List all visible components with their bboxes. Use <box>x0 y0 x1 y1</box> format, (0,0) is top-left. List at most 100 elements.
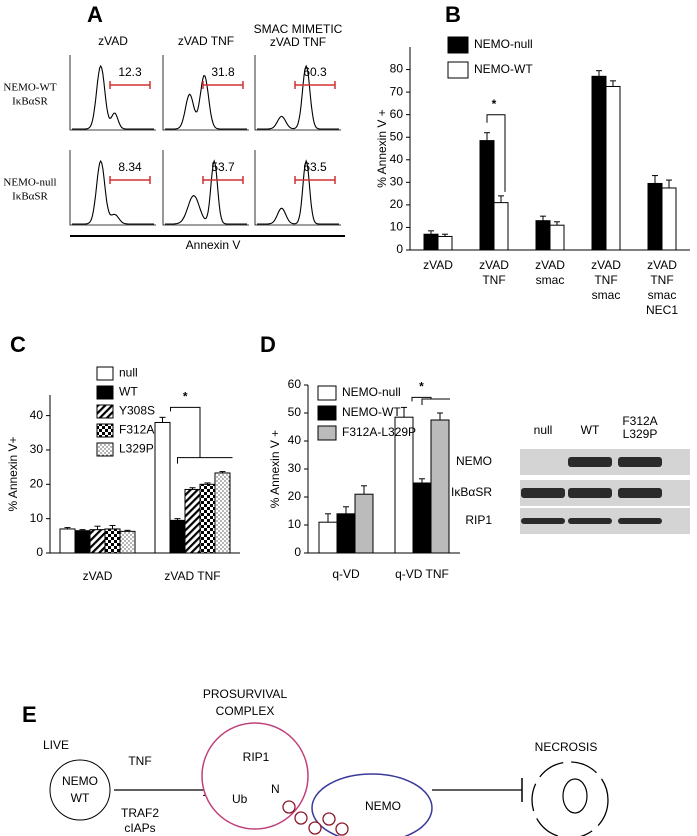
gate-value: 31.8 <box>211 65 235 79</box>
panel-e: E LIVE NEMO WT TNF TRAF2 cIAPs PROSURVIV… <box>22 687 609 836</box>
ub-label: Ub <box>232 792 248 806</box>
bar <box>59 528 76 554</box>
row-label: IκBαSR <box>12 96 48 108</box>
histogram-axes <box>69 150 156 226</box>
legend-label: NEMO-WT <box>474 62 533 76</box>
bar <box>89 529 106 554</box>
bracket <box>486 114 506 192</box>
blot-row-label: NEMO <box>456 454 492 468</box>
bracket <box>177 457 233 464</box>
annotation: * <box>419 380 424 394</box>
x-tick-label: zVAD <box>647 258 677 272</box>
bar <box>661 187 677 251</box>
histogram-axes <box>162 55 249 131</box>
bar <box>423 233 439 251</box>
panel-label: B <box>445 2 461 27</box>
annotation: * <box>183 389 188 403</box>
bar <box>74 530 91 554</box>
histogram <box>165 74 247 130</box>
legend-swatch <box>96 366 114 381</box>
nemo-wt-cell <box>49 759 111 821</box>
y-tick-label: 60 <box>288 377 302 391</box>
legend-swatch <box>96 404 114 419</box>
legend-label: NEMO-WT <box>342 405 401 419</box>
bar <box>318 521 338 554</box>
histogram-axes <box>69 55 156 131</box>
gate-value: 8.34 <box>118 160 142 174</box>
bar <box>336 513 356 554</box>
necrosis-label: NECROSIS <box>535 740 598 754</box>
y-tick-label: 60 <box>390 107 404 121</box>
panel-label: C <box>10 332 26 357</box>
bar <box>430 419 450 554</box>
y-axis-label: % Annexin V+ <box>6 436 20 511</box>
legend-label: L329P <box>119 442 154 456</box>
y-tick-label: 30 <box>30 442 44 456</box>
legend-label: NEMO-null <box>342 385 401 399</box>
rip1-complex <box>201 722 309 830</box>
rip1-label: RIP1 <box>243 750 270 764</box>
histogram <box>257 64 339 130</box>
bracket <box>170 406 201 458</box>
complex-label: PROSURVIVAL <box>203 687 288 701</box>
legend-swatch <box>447 36 469 54</box>
x-tick-label: TNF <box>482 273 505 287</box>
x-tick-label: zVAD <box>535 258 565 272</box>
bar <box>605 85 621 251</box>
x-tick-label: smac <box>536 273 565 287</box>
bar <box>412 482 432 554</box>
band <box>568 488 612 498</box>
bar <box>169 519 186 554</box>
bar <box>437 235 453 251</box>
x-tick-label: zVAD <box>591 258 621 272</box>
x-tick-label: smac <box>592 288 621 302</box>
bar <box>493 202 509 251</box>
lane-label: F312A <box>622 414 657 428</box>
y-tick-label: 10 <box>390 220 404 234</box>
histogram-axes <box>254 55 341 131</box>
lane-label: null <box>534 423 553 437</box>
lane-label: L329P <box>623 427 658 441</box>
bar <box>184 488 201 554</box>
band <box>568 518 612 524</box>
column-header: zVAD <box>98 34 128 48</box>
bar <box>104 528 121 554</box>
y-axis-label: % Annexin V + <box>375 109 389 187</box>
y-tick-label: 40 <box>30 408 44 422</box>
bar <box>154 421 171 554</box>
panel-label: D <box>260 332 276 357</box>
x-tick-label: TNF <box>650 273 673 287</box>
gate-value: 12.3 <box>118 65 142 79</box>
x-tick-label: zVAD <box>479 258 509 272</box>
histogram-axes <box>254 150 341 226</box>
complex-label: COMPLEX <box>216 704 275 718</box>
y-tick-label: 0 <box>294 545 301 559</box>
panel-label: E <box>22 702 37 727</box>
y-tick-label: 0 <box>396 242 403 256</box>
x-tick-label: q-VD TNF <box>395 567 449 581</box>
legend-swatch <box>96 385 114 400</box>
y-tick-label: 30 <box>390 175 404 189</box>
legend-label: F312A <box>119 423 154 437</box>
row-label: IκBαSR <box>12 191 48 203</box>
y-tick-label: 20 <box>288 489 302 503</box>
legend-swatch <box>317 385 337 401</box>
band <box>568 457 612 467</box>
bar <box>214 472 231 554</box>
nemo-label: NEMO <box>365 799 401 813</box>
band <box>618 457 662 467</box>
legend-swatch <box>447 61 469 79</box>
band <box>521 488 565 498</box>
x-tick-label: TNF <box>594 273 617 287</box>
gate-value: 53.7 <box>211 160 235 174</box>
bar <box>549 224 565 251</box>
histogram <box>165 159 247 225</box>
y-tick-label: 50 <box>288 405 302 419</box>
x-tick-label: q-VD <box>332 567 360 581</box>
nemo-wt-label: WT <box>71 791 90 805</box>
y-tick-label: 20 <box>30 476 44 490</box>
gate-value: 60.3 <box>303 65 327 79</box>
bar <box>647 182 663 251</box>
x-tick-label: NEC1 <box>646 303 678 317</box>
band <box>618 518 662 524</box>
